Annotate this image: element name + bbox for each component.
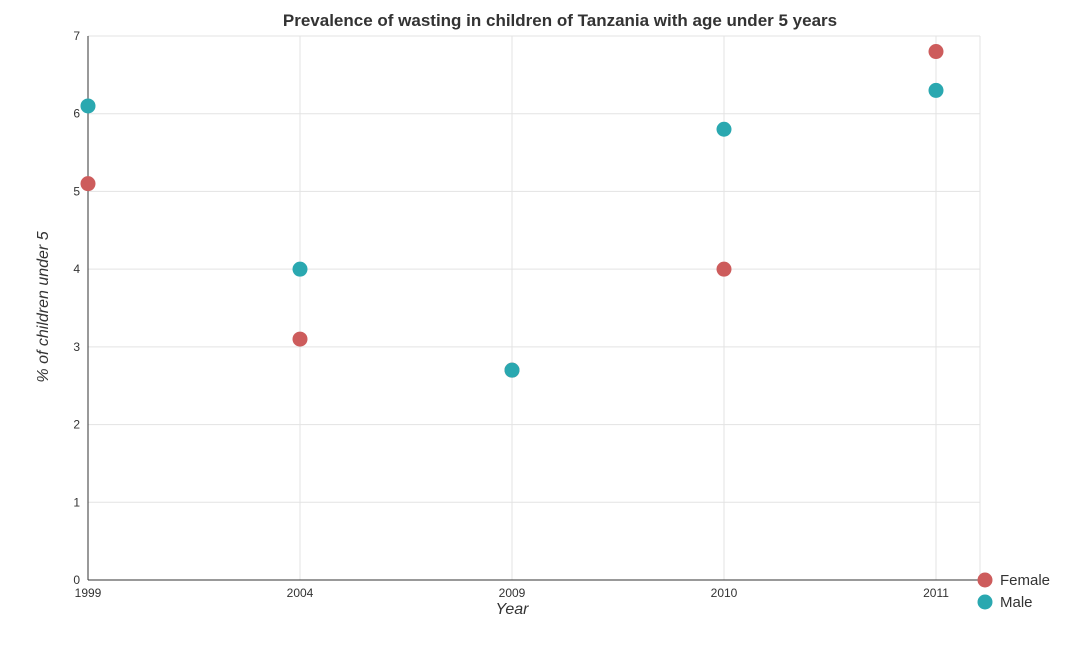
point-female-2004 — [292, 331, 308, 347]
x-axis-label: Year — [496, 601, 530, 618]
x-tick-label: 2011 — [923, 586, 949, 600]
x-tick-label: 2004 — [287, 586, 314, 600]
point-male-2009 — [504, 362, 520, 378]
axis-layer — [87, 36, 980, 581]
legend-marker-male — [977, 594, 993, 610]
point-female-1999 — [80, 176, 96, 192]
point-male-1999 — [80, 98, 96, 114]
y-tick-label: 0 — [73, 573, 80, 587]
y-tick-label: 6 — [73, 107, 80, 121]
chart-title: Prevalence of wasting in children of Tan… — [283, 11, 837, 30]
point-male-2004 — [292, 261, 308, 277]
y-tick-label: 1 — [73, 495, 80, 509]
y-tick-label: 5 — [73, 184, 80, 198]
y-tick-label: 2 — [73, 418, 80, 432]
legend: Female Male — [977, 572, 1050, 611]
legend-label-male: Male — [1000, 594, 1033, 611]
x-tick-label: 2010 — [711, 586, 738, 600]
grid-layer — [87, 35, 981, 581]
point-male-2011 — [928, 82, 944, 98]
y-tick-labels: 0 1 2 3 4 5 6 7 — [73, 29, 80, 587]
x-tick-labels: 1999 2004 2009 2010 2011 — [75, 586, 950, 600]
legend-marker-female — [977, 572, 993, 588]
y-axis-label: % of children under 5 — [35, 231, 52, 382]
y-tick-label: 4 — [73, 262, 80, 276]
data-points — [80, 44, 944, 378]
x-tick-label: 1999 — [75, 586, 102, 600]
point-female-2010 — [716, 261, 732, 277]
point-female-2011 — [928, 44, 944, 60]
point-male-2010 — [716, 121, 732, 137]
x-tick-label: 2009 — [499, 586, 526, 600]
y-tick-label: 3 — [73, 340, 80, 354]
legend-label-female: Female — [1000, 572, 1050, 589]
y-tick-label: 7 — [73, 29, 80, 43]
